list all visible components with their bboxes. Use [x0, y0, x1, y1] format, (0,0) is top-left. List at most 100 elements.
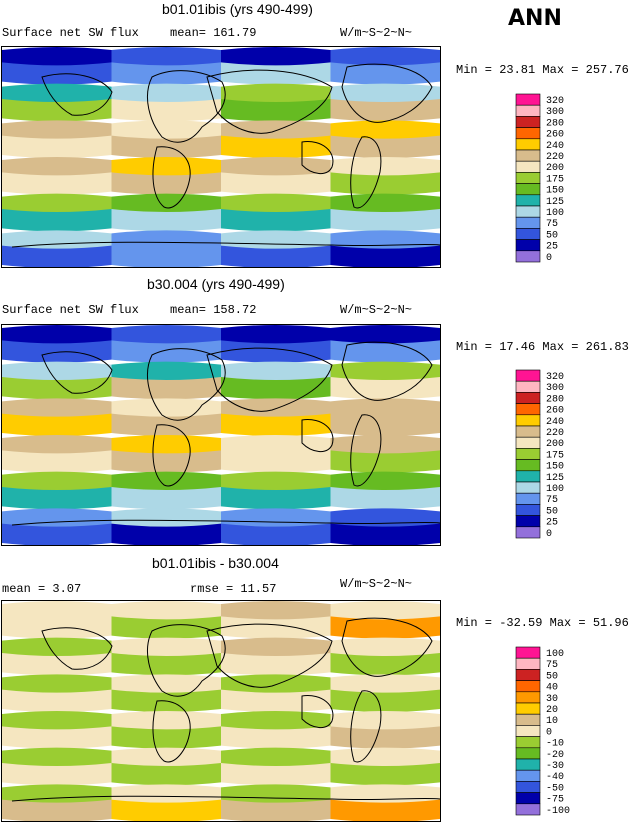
colorbar-swatch	[515, 380, 541, 393]
heat-cell	[111, 799, 221, 822]
heat-cell	[111, 325, 221, 348]
panel-1-minmax: Min = 23.81 Max = 257.76	[456, 63, 629, 77]
heat-cell	[111, 193, 221, 216]
heat-cell	[221, 726, 331, 749]
heat-cell	[330, 616, 440, 639]
heat-cell	[221, 435, 331, 458]
coastline	[301, 141, 334, 174]
heat-cell	[221, 377, 331, 400]
panel-2-units: W/m~S~2~N~	[340, 303, 413, 317]
heat-cell	[2, 674, 112, 697]
colorbar-swatch	[515, 250, 541, 263]
coastline	[146, 70, 226, 143]
colorbar-label: 50	[546, 671, 558, 682]
heat-cell	[330, 47, 440, 70]
colorbar-label: 0	[546, 253, 552, 264]
heat-cell	[111, 508, 221, 531]
colorbar-label: 125	[546, 473, 564, 484]
heat-cell	[111, 784, 221, 807]
coastline	[11, 795, 441, 802]
heat-cell	[2, 637, 112, 660]
panel-1-map	[1, 46, 441, 268]
heat-cell	[2, 487, 112, 510]
heat-cell	[111, 763, 221, 786]
colorbar-label: 220	[546, 428, 564, 439]
coastline	[350, 414, 382, 487]
heat-cell	[330, 653, 440, 676]
heat-cell	[111, 487, 221, 510]
colorbar-swatch	[515, 425, 541, 438]
heat-cell	[2, 471, 112, 494]
colorbar-swatch	[515, 459, 541, 472]
heat-cell	[111, 361, 221, 384]
heat-cell	[330, 689, 440, 712]
colorbar-label: 50	[546, 506, 558, 517]
colorbar-label: 300	[546, 383, 564, 394]
colorbar-swatch	[515, 680, 541, 693]
heat-cell	[221, 325, 331, 348]
heat-cell	[330, 157, 440, 180]
colorbar-label: 175	[546, 174, 564, 185]
heat-cell	[330, 398, 440, 421]
heat-cell	[2, 799, 112, 822]
colorbar-swatch	[515, 448, 541, 460]
heat-cell	[221, 120, 331, 143]
heat-cell	[2, 653, 112, 676]
heat-cell	[111, 601, 221, 624]
heat-cell	[330, 711, 440, 734]
colorbar-label: 200	[546, 439, 564, 450]
heat-cell	[330, 377, 440, 400]
heat-cell	[330, 601, 440, 624]
colorbar-label: 200	[546, 163, 564, 174]
panel-3-title: b01.01ibis - b30.004	[152, 555, 279, 571]
heat-cell	[2, 747, 112, 770]
colorbar-swatch	[515, 691, 541, 704]
heat-cell	[2, 83, 112, 106]
heat-cell	[221, 616, 331, 639]
panel-3-map	[1, 600, 441, 822]
heat-cell	[2, 616, 112, 639]
panel-3-mean: mean = 3.07	[2, 582, 82, 596]
heat-cell	[330, 523, 440, 546]
heat-cell	[221, 157, 331, 180]
coastline	[152, 700, 191, 763]
heat-cell	[221, 209, 331, 232]
colorbar-label: 220	[546, 152, 564, 163]
heat-cell	[111, 83, 221, 106]
colorbar-swatch	[515, 769, 541, 782]
heat-cell	[221, 450, 331, 473]
heat-cell	[2, 230, 112, 253]
heat-cell	[2, 377, 112, 400]
heat-cell	[330, 340, 440, 363]
colorbar-swatch	[515, 138, 541, 151]
heat-cell	[330, 674, 440, 697]
heat-cell	[2, 726, 112, 749]
colorbar-swatch	[515, 149, 541, 162]
heat-cell	[221, 99, 331, 122]
colorbar-label: 320	[546, 96, 564, 107]
colorbar-label: 20	[546, 705, 558, 716]
heat-cell	[330, 230, 440, 253]
heat-cell	[221, 361, 331, 384]
heat-cell	[2, 450, 112, 473]
heat-cell	[2, 784, 112, 807]
coastline	[41, 73, 113, 116]
heat-cell	[221, 653, 331, 676]
heat-cell	[221, 784, 331, 807]
coastline	[152, 146, 191, 209]
panel-2-title: b30.004 (yrs 490-499)	[147, 276, 285, 292]
season-label: ANN	[508, 6, 562, 31]
colorbar-label: 280	[546, 394, 564, 405]
heat-cell	[221, 398, 331, 421]
heat-cell	[111, 523, 221, 546]
heat-cell	[2, 157, 112, 180]
heat-cell	[111, 340, 221, 363]
colorbar-swatch	[515, 803, 541, 816]
colorbar-label: -100	[546, 806, 570, 817]
colorbar-swatch	[515, 127, 541, 140]
colorbar-swatch	[515, 183, 541, 196]
heat-cell	[221, 637, 331, 660]
heat-cell	[221, 230, 331, 253]
heat-cell	[330, 209, 440, 232]
heat-cell	[330, 99, 440, 122]
